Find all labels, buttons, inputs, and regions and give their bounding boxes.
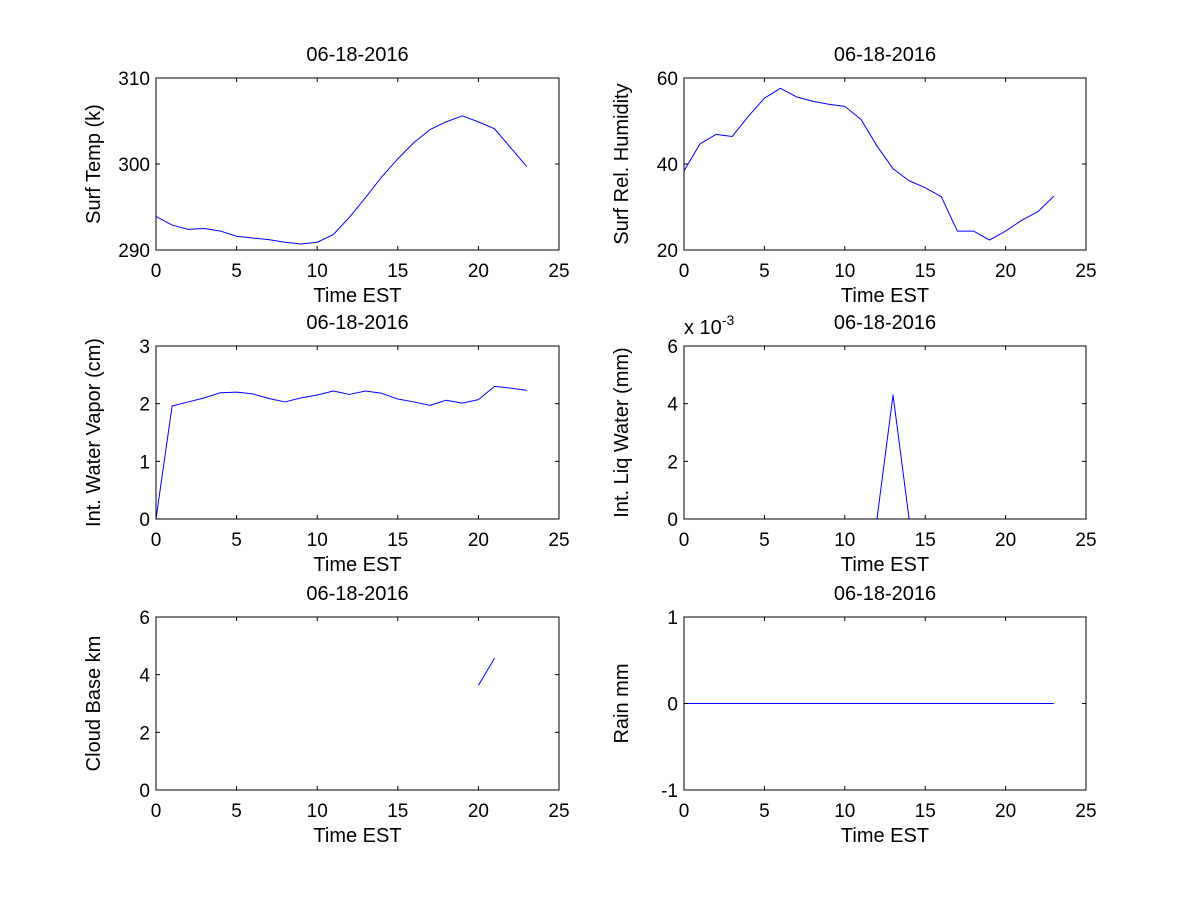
x-tick-label: 10 bbox=[834, 530, 855, 551]
y-axis-label: Surf Rel. Humidity bbox=[611, 83, 633, 244]
x-axis-label: Time EST bbox=[313, 554, 401, 576]
x-tick-label: 5 bbox=[759, 801, 770, 822]
x-axis-label: Time EST bbox=[841, 825, 929, 847]
axes-frame bbox=[683, 345, 1087, 520]
chart-title: 06-18-2016 bbox=[834, 583, 936, 605]
chart-title: 06-18-2016 bbox=[834, 312, 936, 334]
subplot-2: 0 5 10 15 20 25 20 40 60 06-18-2016 Time EST Surf R… bbox=[611, 44, 1097, 307]
y-tick-label: 0 bbox=[667, 695, 678, 716]
x-tick-label: 25 bbox=[1075, 801, 1096, 822]
y-tick-label: 290 bbox=[118, 241, 150, 262]
x-axis-label: Time EST bbox=[313, 825, 401, 847]
y-axis-label: Surf Temp (k) bbox=[83, 104, 105, 224]
x-tick-label: 5 bbox=[759, 261, 770, 282]
axes-frame bbox=[155, 616, 560, 791]
x-tick-label: 10 bbox=[834, 801, 855, 822]
subplot-1: 0 5 10 15 20 25 290 300 310 06-18-2016 Time EST Sur… bbox=[83, 44, 570, 307]
subplot-4: 0 5 10 15 20 25 0 2 4 6 06-18-2016 Time EST Int. Liq… bbox=[611, 312, 1097, 576]
x-tick-label: 20 bbox=[468, 261, 489, 282]
chart-title: 06-18-2016 bbox=[306, 44, 408, 66]
y-axis-label: Cloud Base km bbox=[83, 636, 105, 772]
exponent-base: x 10 bbox=[684, 317, 722, 339]
y-tick-label: 60 bbox=[657, 69, 678, 90]
y-tick-label: 0 bbox=[667, 510, 678, 531]
series-line-1-segment-1 bbox=[155, 115, 528, 245]
y-tick-label: 2 bbox=[139, 395, 150, 416]
x-tick-label: 5 bbox=[231, 530, 242, 551]
x-axis-label: Time EST bbox=[313, 285, 401, 307]
x-tick-label: 15 bbox=[915, 261, 936, 282]
x-tick-label: 15 bbox=[915, 530, 936, 551]
y-tick-label: -1 bbox=[661, 781, 678, 802]
x-tick-label: 20 bbox=[995, 530, 1016, 551]
x-tick-label: 10 bbox=[834, 261, 855, 282]
series-line-1-segment-1 bbox=[155, 385, 527, 520]
x-tick-label: 15 bbox=[915, 801, 936, 822]
x-tick-label: 25 bbox=[548, 801, 569, 822]
x-tick-label: 15 bbox=[387, 801, 408, 822]
y-tick-label: 20 bbox=[657, 241, 678, 262]
chart-title: 06-18-2016 bbox=[306, 312, 408, 334]
x-tick-label: 10 bbox=[307, 261, 328, 282]
y-tick-label: 3 bbox=[139, 337, 150, 358]
chart-title: 06-18-2016 bbox=[834, 44, 936, 66]
y-tick-label: 4 bbox=[139, 666, 150, 687]
x-tick-label: 0 bbox=[679, 261, 690, 282]
x-tick-label: 10 bbox=[307, 801, 328, 822]
x-tick-label: 25 bbox=[1075, 530, 1096, 551]
x-tick-label: 0 bbox=[151, 261, 162, 282]
x-tick-label: 0 bbox=[151, 530, 162, 551]
x-tick-label: 5 bbox=[759, 530, 770, 551]
x-tick-label: 0 bbox=[151, 801, 162, 822]
subplot-3: 0 5 10 15 20 25 0 1 2 3 06-18-2016 Time EST Int. Wat… bbox=[83, 312, 570, 576]
x-tick-label: 0 bbox=[679, 530, 690, 551]
x-tick-label: 15 bbox=[387, 261, 408, 282]
y-axis-label: Int. Liq Water (mm) bbox=[611, 347, 633, 517]
y-tick-label: 300 bbox=[118, 155, 150, 176]
x-axis-label: Time EST bbox=[841, 554, 929, 576]
x-tick-label: 25 bbox=[1075, 261, 1096, 282]
x-tick-label: 15 bbox=[387, 530, 408, 551]
x-axis-label: Time EST bbox=[841, 285, 929, 307]
series-line-1-segment-1 bbox=[683, 87, 1055, 241]
y-tick-label: 2 bbox=[667, 452, 678, 473]
exponent-label: x 10-3 bbox=[684, 312, 734, 339]
x-tick-label: 25 bbox=[548, 261, 569, 282]
x-tick-label: 20 bbox=[995, 801, 1016, 822]
y-axis-label: Int. Water Vapor (cm) bbox=[83, 338, 105, 527]
subplot-5: 0 5 10 15 20 25 0 2 4 6 06-18-2016 Time EST Cloud Ba… bbox=[83, 583, 570, 847]
x-tick-label: 20 bbox=[995, 261, 1016, 282]
x-tick-label: 25 bbox=[548, 530, 569, 551]
y-tick-label: 310 bbox=[118, 69, 150, 90]
x-tick-label: 5 bbox=[231, 801, 242, 822]
exponent-power: -3 bbox=[722, 312, 735, 328]
y-tick-label: 1 bbox=[667, 608, 678, 629]
axes-frame bbox=[155, 345, 560, 520]
y-tick-label: 40 bbox=[657, 155, 678, 176]
y-tick-label: 1 bbox=[139, 452, 150, 473]
series-line-1-segment-1 bbox=[477, 657, 495, 686]
x-tick-label: 20 bbox=[468, 801, 489, 822]
x-tick-label: 5 bbox=[231, 261, 242, 282]
y-tick-label: 2 bbox=[139, 723, 150, 744]
y-axis-label: Rain mm bbox=[611, 663, 633, 743]
y-tick-label: 0 bbox=[139, 781, 150, 802]
chart-title: 06-18-2016 bbox=[306, 583, 408, 605]
x-tick-label: 10 bbox=[307, 530, 328, 551]
y-tick-label: 0 bbox=[139, 510, 150, 531]
x-tick-label: 0 bbox=[679, 801, 690, 822]
y-tick-label: 6 bbox=[667, 337, 678, 358]
y-tick-label: 6 bbox=[139, 608, 150, 629]
x-tick-label: 20 bbox=[468, 530, 489, 551]
y-tick-label: 4 bbox=[667, 395, 678, 416]
